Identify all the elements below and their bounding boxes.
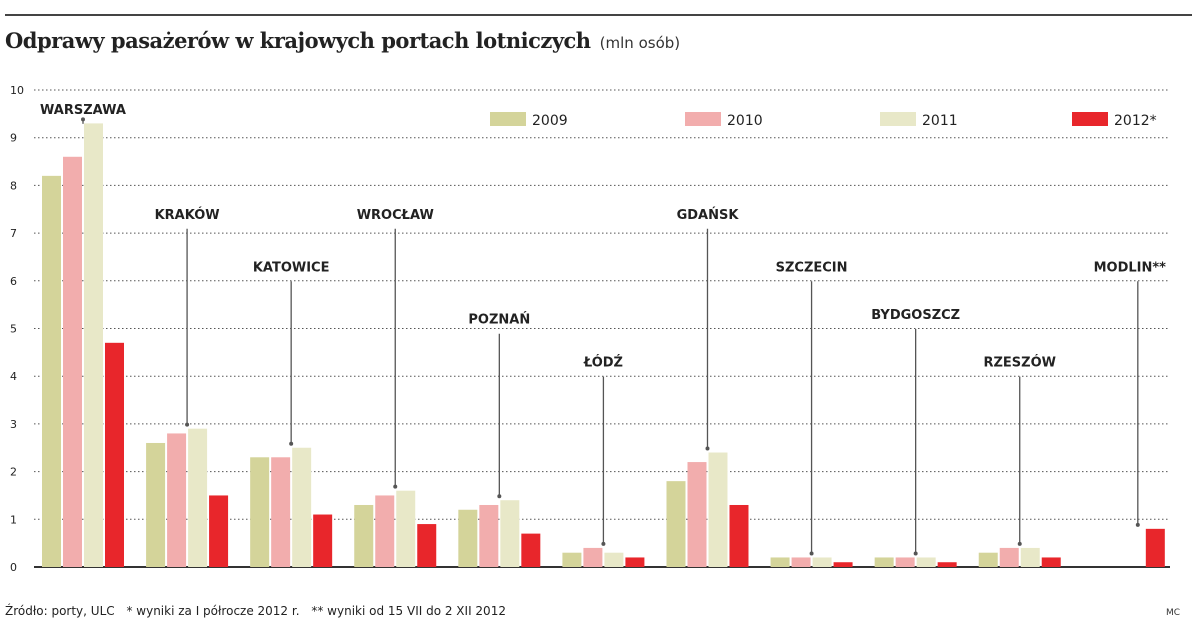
bar (209, 495, 229, 567)
bar (313, 514, 333, 567)
bar (1041, 557, 1061, 567)
bar (396, 490, 416, 567)
leader-dot (809, 551, 814, 556)
bar (916, 557, 936, 567)
bar (63, 156, 82, 567)
chart-subtitle: (mln osób) (599, 34, 681, 52)
bar (292, 447, 312, 567)
top-rule (5, 14, 1192, 16)
leader-dot (497, 494, 502, 499)
bar (999, 547, 1019, 567)
footer: Źródło: porty, ULC * wyniki za I półrocz… (5, 604, 514, 618)
bar (625, 557, 645, 567)
bar (562, 552, 582, 567)
leader-dot (393, 484, 398, 489)
bar (770, 557, 790, 567)
bar (188, 428, 208, 567)
category-label: KRAKÓW (155, 207, 220, 223)
category-labels: WARSZAWA KRAKÓW KATOWICE WROCŁAW POZNAŃ ŁÓDŹ G… (40, 103, 1166, 371)
bar (687, 462, 707, 567)
y-tick-label: 5 (10, 323, 17, 336)
bar (812, 557, 832, 567)
y-tick-label: 7 (10, 227, 17, 240)
bar (978, 552, 998, 567)
leader-dot (185, 422, 190, 427)
bar (874, 557, 894, 567)
legend-swatch (685, 112, 721, 126)
bar (375, 495, 395, 567)
leader-dot (1017, 541, 1022, 546)
chart-title: Odprawy pasażerów w krajowych portach lo… (5, 28, 591, 53)
leader-lines (81, 117, 1140, 556)
bar (521, 533, 541, 567)
legend-label: 2012* (1114, 113, 1157, 129)
leader-dot (913, 551, 918, 556)
bar (479, 504, 499, 567)
leader-dot (1135, 522, 1140, 527)
bar (105, 342, 124, 567)
bar (271, 457, 291, 567)
bar (708, 452, 728, 567)
leader-dot (81, 117, 85, 122)
category-label: POZNAŃ (468, 312, 530, 328)
category-label: KATOWICE (253, 260, 330, 275)
bar (1145, 528, 1165, 567)
leader-dot (705, 446, 710, 451)
title-row: Odprawy pasażerów w krajowych portach lo… (5, 28, 680, 53)
footnote-2: ** wyniki od 15 VII do 2 XII 2012 (311, 604, 506, 618)
leader-dot (601, 541, 606, 546)
category-label: ŁÓDŹ (583, 355, 623, 371)
bar (354, 504, 374, 567)
legend-swatch (880, 112, 916, 126)
category-label: GDAŃSK (677, 207, 740, 223)
y-tick-label: 2 (10, 466, 17, 479)
bar-chart: 0 1 2 3 4 5 6 7 8 9 10 WARSZAWA KRAKÓW KATOWICE WROCŁ… (10, 84, 1170, 574)
category-label: SZCZECIN (776, 260, 848, 275)
bars (42, 123, 1165, 568)
bar (937, 562, 957, 567)
legend-label: 2011 (922, 113, 958, 129)
bar (417, 524, 437, 567)
legend-label: 2010 (727, 113, 763, 129)
y-axis-ticks: 0 1 2 3 4 5 6 7 8 9 10 (10, 84, 24, 574)
bar (791, 557, 811, 567)
legend-swatch (490, 112, 526, 126)
bar (833, 562, 853, 567)
bar (42, 175, 61, 568)
legend-swatch (1072, 112, 1108, 126)
source-note: Źródło: porty, ULC (5, 604, 115, 618)
legend: 2009 2010 2011 2012* (490, 112, 1157, 129)
bar (458, 509, 478, 567)
author-credit: MC (1165, 608, 1180, 618)
bar (895, 557, 915, 567)
category-label: RZESZÓW (983, 355, 1056, 371)
bar (1020, 547, 1040, 567)
category-label: WROCŁAW (357, 208, 434, 223)
y-tick-label: 4 (10, 370, 17, 383)
y-tick-label: 3 (10, 418, 17, 431)
y-tick-label: 8 (10, 179, 17, 192)
leader-dot (289, 441, 294, 446)
legend-label: 2009 (532, 113, 568, 129)
category-label: BYDGOSZCZ (871, 308, 960, 323)
y-tick-label: 6 (10, 275, 17, 288)
bar (583, 547, 603, 567)
bar (84, 123, 103, 567)
bar (146, 442, 166, 567)
bar (604, 552, 624, 567)
bar (729, 504, 749, 567)
category-label: MODLIN** (1094, 260, 1167, 275)
y-tick-label: 10 (10, 84, 24, 97)
category-label: WARSZAWA (40, 103, 126, 118)
y-tick-label: 0 (10, 561, 17, 574)
footnote-1: * wyniki za I półrocze 2012 r. (126, 604, 300, 618)
y-tick-label: 9 (10, 132, 17, 145)
bar (500, 500, 520, 567)
bar (167, 433, 187, 567)
bar (250, 457, 270, 567)
y-tick-label: 1 (10, 513, 17, 526)
bar (666, 481, 686, 567)
